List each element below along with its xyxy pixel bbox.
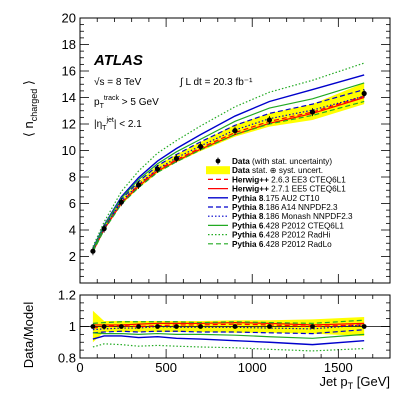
series-line-7 bbox=[92, 100, 365, 253]
ratio-series-line-5 bbox=[92, 332, 365, 339]
ratio-series-line-2 bbox=[92, 335, 365, 346]
ratio-y-tick-label: 1.2 bbox=[58, 288, 76, 303]
y-tick-label: 2 bbox=[69, 249, 76, 264]
ratio-series-line-3 bbox=[92, 329, 365, 335]
x-tick-label: 1500 bbox=[324, 360, 353, 375]
series-line-5 bbox=[92, 82, 365, 251]
ratio-y-tick-label: 0.8 bbox=[58, 351, 76, 366]
x-tick-label: 0 bbox=[76, 360, 83, 375]
y-tick-label: 20 bbox=[62, 11, 76, 26]
x-tick-label: 500 bbox=[155, 360, 177, 375]
eta-cut-label: |ηTjet| < 2.1 bbox=[94, 117, 142, 132]
legend-label-1: Herwig++ 2.7.1 EE5 CTEQ6L1 bbox=[232, 185, 346, 194]
y-tick-label: 10 bbox=[62, 143, 76, 158]
track-cut-label: pTtrack > 5 GeV bbox=[94, 95, 159, 110]
ratio-data-point bbox=[310, 324, 315, 329]
legend-label-3: Pythia 8.186 A14 NNPDF2.3 bbox=[232, 203, 338, 212]
ratio-series-line-7 bbox=[92, 319, 365, 324]
legend-label-data: Data (with stat. uncertainty) bbox=[232, 157, 332, 166]
y-tick-label: 4 bbox=[69, 223, 76, 238]
atlas-label: ATLAS bbox=[93, 52, 143, 69]
ratio-y-axis-label: Data/Model bbox=[21, 302, 36, 369]
y-axis-label: ⟨ ncharged ⟩ bbox=[21, 80, 39, 137]
legend-label-0: Herwig++ 2.6.3 EE3 CTEQ6L1 bbox=[232, 175, 346, 184]
ratio-series-line-6 bbox=[92, 343, 365, 352]
ratio-data-point bbox=[267, 324, 272, 329]
ratio-data-point bbox=[118, 324, 124, 329]
ratio-plot-frame: 0.8 1 1.2 0 500 1000 1500 bbox=[58, 288, 391, 375]
ratio-data-point bbox=[232, 324, 238, 329]
series-line-6 bbox=[92, 62, 365, 247]
ratio-data-point bbox=[174, 324, 179, 329]
y-tick-label: 12 bbox=[62, 117, 76, 132]
ratio-series-line-1 bbox=[92, 321, 365, 326]
main-plot-frame: 2 4 6 8 10 12 14 16 18 20 bbox=[62, 11, 391, 284]
ratio-data-point bbox=[136, 324, 141, 329]
ratio-y-tick-label: 1 bbox=[69, 319, 76, 334]
y-tick-label: 8 bbox=[69, 170, 76, 185]
x-axis-label: Jet pT [GeV] bbox=[319, 374, 390, 391]
legend-label-2: Pythia 8.175 AU2 CT10 bbox=[232, 194, 320, 203]
legend-band-swatch bbox=[206, 166, 230, 175]
ratio-data-point bbox=[101, 324, 107, 329]
legend-label-6: Pythia 6.428 P2012 RadHi bbox=[232, 231, 330, 240]
ratio-data-point bbox=[90, 324, 96, 329]
ratio-data-point bbox=[198, 324, 203, 329]
legend-label-4: Pythia 8.186 Monash NNPDF2.3 bbox=[232, 212, 353, 221]
series-line-0 bbox=[92, 95, 365, 252]
legend: Data (with stat. uncertainty)Data stat. … bbox=[206, 157, 353, 249]
ratio-data-point bbox=[361, 324, 367, 329]
data-uncertainty-band bbox=[92, 82, 365, 253]
x-tick-label: 1000 bbox=[238, 360, 267, 375]
y-tick-label: 6 bbox=[69, 196, 76, 211]
lumi-label: ∫ L dt = 20.3 fb⁻¹ bbox=[179, 77, 253, 88]
y-tick-label: 18 bbox=[62, 37, 76, 52]
legend-label-7: Pythia 6.428 P2012 RadLo bbox=[232, 240, 332, 249]
ratio-data-point bbox=[155, 324, 160, 329]
legend-label-band: Data stat. ⊕ syst. uncert. bbox=[232, 166, 323, 175]
y-tick-label: 14 bbox=[62, 90, 76, 105]
y-tick-label: 16 bbox=[62, 64, 76, 79]
energy-label: √s = 8 TeV bbox=[94, 76, 142, 88]
legend-label-5: Pythia 6.428 P2012 CTEQ6L1 bbox=[232, 221, 344, 230]
